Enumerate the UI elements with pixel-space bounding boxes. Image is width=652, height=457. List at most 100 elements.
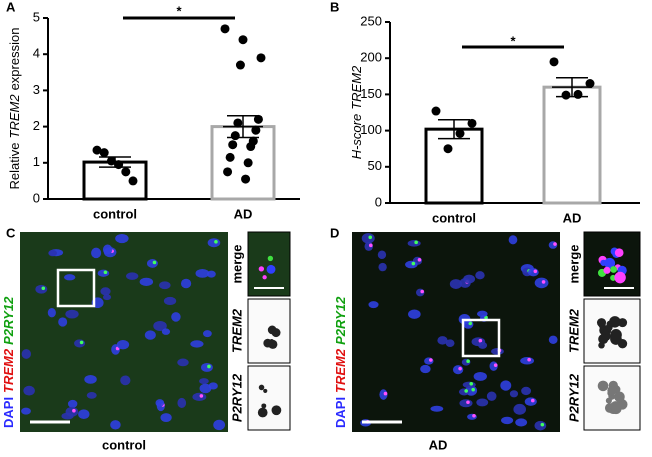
nucleus — [548, 335, 558, 344]
nucleus — [84, 375, 97, 384]
nucleus — [513, 403, 527, 415]
nucleus — [476, 398, 489, 407]
significance-mark: * — [176, 3, 182, 18]
data-point — [121, 167, 131, 177]
inset-blob — [271, 405, 282, 416]
nucleus — [163, 296, 177, 306]
data-point — [573, 89, 583, 99]
nucleus — [110, 420, 121, 430]
nucleus — [476, 310, 488, 318]
nucleus — [534, 277, 549, 289]
data-point — [128, 176, 138, 186]
y-label-part: TREM2 — [7, 94, 22, 139]
inset-blob — [600, 259, 607, 266]
y-tick-label: 0 — [375, 194, 382, 209]
signal — [368, 235, 373, 240]
inset-blob — [604, 257, 616, 269]
nucleus — [74, 339, 86, 348]
data-point — [431, 106, 441, 116]
data-point — [455, 128, 465, 138]
y-tick-label: 3 — [33, 82, 40, 97]
inset-blob — [610, 401, 622, 413]
inset-blob — [267, 255, 274, 262]
signal — [458, 366, 462, 371]
signal — [420, 289, 425, 294]
signal — [464, 389, 468, 393]
bar — [210, 125, 276, 201]
signal — [540, 422, 545, 427]
nucleus — [521, 386, 532, 396]
nucleus — [192, 392, 207, 401]
nucleus — [115, 233, 129, 244]
nucleus — [23, 385, 35, 396]
y-tick-label: 150 — [360, 86, 382, 101]
data-point — [99, 148, 109, 158]
nucleus — [463, 274, 476, 284]
nucleus — [199, 378, 209, 385]
signal — [553, 242, 557, 246]
inset-blob — [614, 391, 625, 403]
nucleus — [500, 380, 512, 391]
signal — [414, 240, 418, 245]
data-point — [549, 57, 559, 67]
nucleus — [177, 397, 187, 409]
inset-label: P2RY12 — [229, 373, 244, 422]
inset-label: TREM2 — [566, 308, 581, 353]
nucleus — [524, 397, 537, 406]
data-point — [256, 53, 266, 63]
data-point — [233, 118, 243, 128]
signal — [207, 364, 211, 369]
data-point — [225, 152, 235, 162]
y-tick-label: 250 — [360, 13, 382, 28]
nucleus — [139, 277, 154, 286]
nucleus — [491, 348, 504, 355]
nucleus — [452, 365, 464, 375]
nucleus — [100, 287, 111, 296]
nucleus — [206, 270, 216, 278]
y-axis-label: Relative TREM2 expression — [7, 28, 22, 190]
y-tick-label: 100 — [360, 122, 382, 137]
data-point — [443, 144, 453, 154]
nucleus — [405, 260, 418, 269]
y-tick-label: 200 — [360, 50, 382, 65]
nucleus — [65, 309, 79, 319]
nucleus — [462, 381, 476, 389]
nucleus — [445, 339, 455, 347]
signal — [214, 239, 218, 244]
nucleus — [155, 399, 165, 407]
channel-name: P2RY12 — [333, 296, 348, 345]
inset-image — [247, 231, 291, 297]
channel-name: DAPI — [333, 397, 348, 428]
inset-blob — [603, 266, 611, 274]
nucleus — [437, 336, 448, 345]
nucleus — [78, 409, 90, 420]
signal — [527, 357, 531, 362]
nucleus — [97, 269, 110, 277]
nucleus — [368, 301, 379, 309]
data-point — [246, 142, 256, 152]
inset-blob — [596, 318, 607, 328]
nucleus — [475, 271, 485, 280]
nucleus — [126, 272, 139, 280]
nucleus — [144, 330, 156, 340]
x-tick-label: control — [432, 210, 476, 225]
nucleus — [61, 412, 74, 420]
signal — [417, 258, 422, 262]
inset-blob — [261, 403, 267, 409]
channel-name: DAPI — [1, 397, 16, 428]
data-point — [235, 60, 245, 70]
signal — [368, 243, 373, 248]
inset-blob — [268, 339, 278, 349]
nucleus — [86, 392, 97, 399]
inset-blob — [258, 384, 265, 391]
signal — [469, 382, 474, 386]
x-tick-label: AD — [234, 206, 253, 221]
nucleus — [180, 278, 192, 289]
data-point — [228, 140, 238, 150]
nucleus — [195, 268, 210, 278]
signal — [199, 394, 204, 398]
y-tick-label: 5 — [33, 9, 40, 24]
nucleus — [361, 233, 375, 244]
inset-blob — [263, 388, 268, 393]
data-point — [114, 160, 124, 170]
